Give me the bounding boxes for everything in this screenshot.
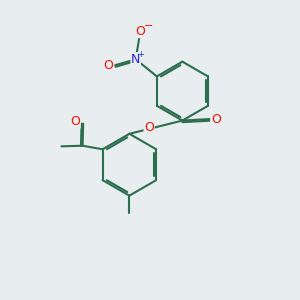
Text: O: O xyxy=(211,112,221,126)
Text: O: O xyxy=(144,121,154,134)
Text: −: − xyxy=(143,21,153,31)
Text: O: O xyxy=(135,25,145,38)
Text: N: N xyxy=(131,53,140,66)
Text: O: O xyxy=(104,59,113,72)
Text: O: O xyxy=(70,115,80,128)
Text: +: + xyxy=(137,50,144,59)
